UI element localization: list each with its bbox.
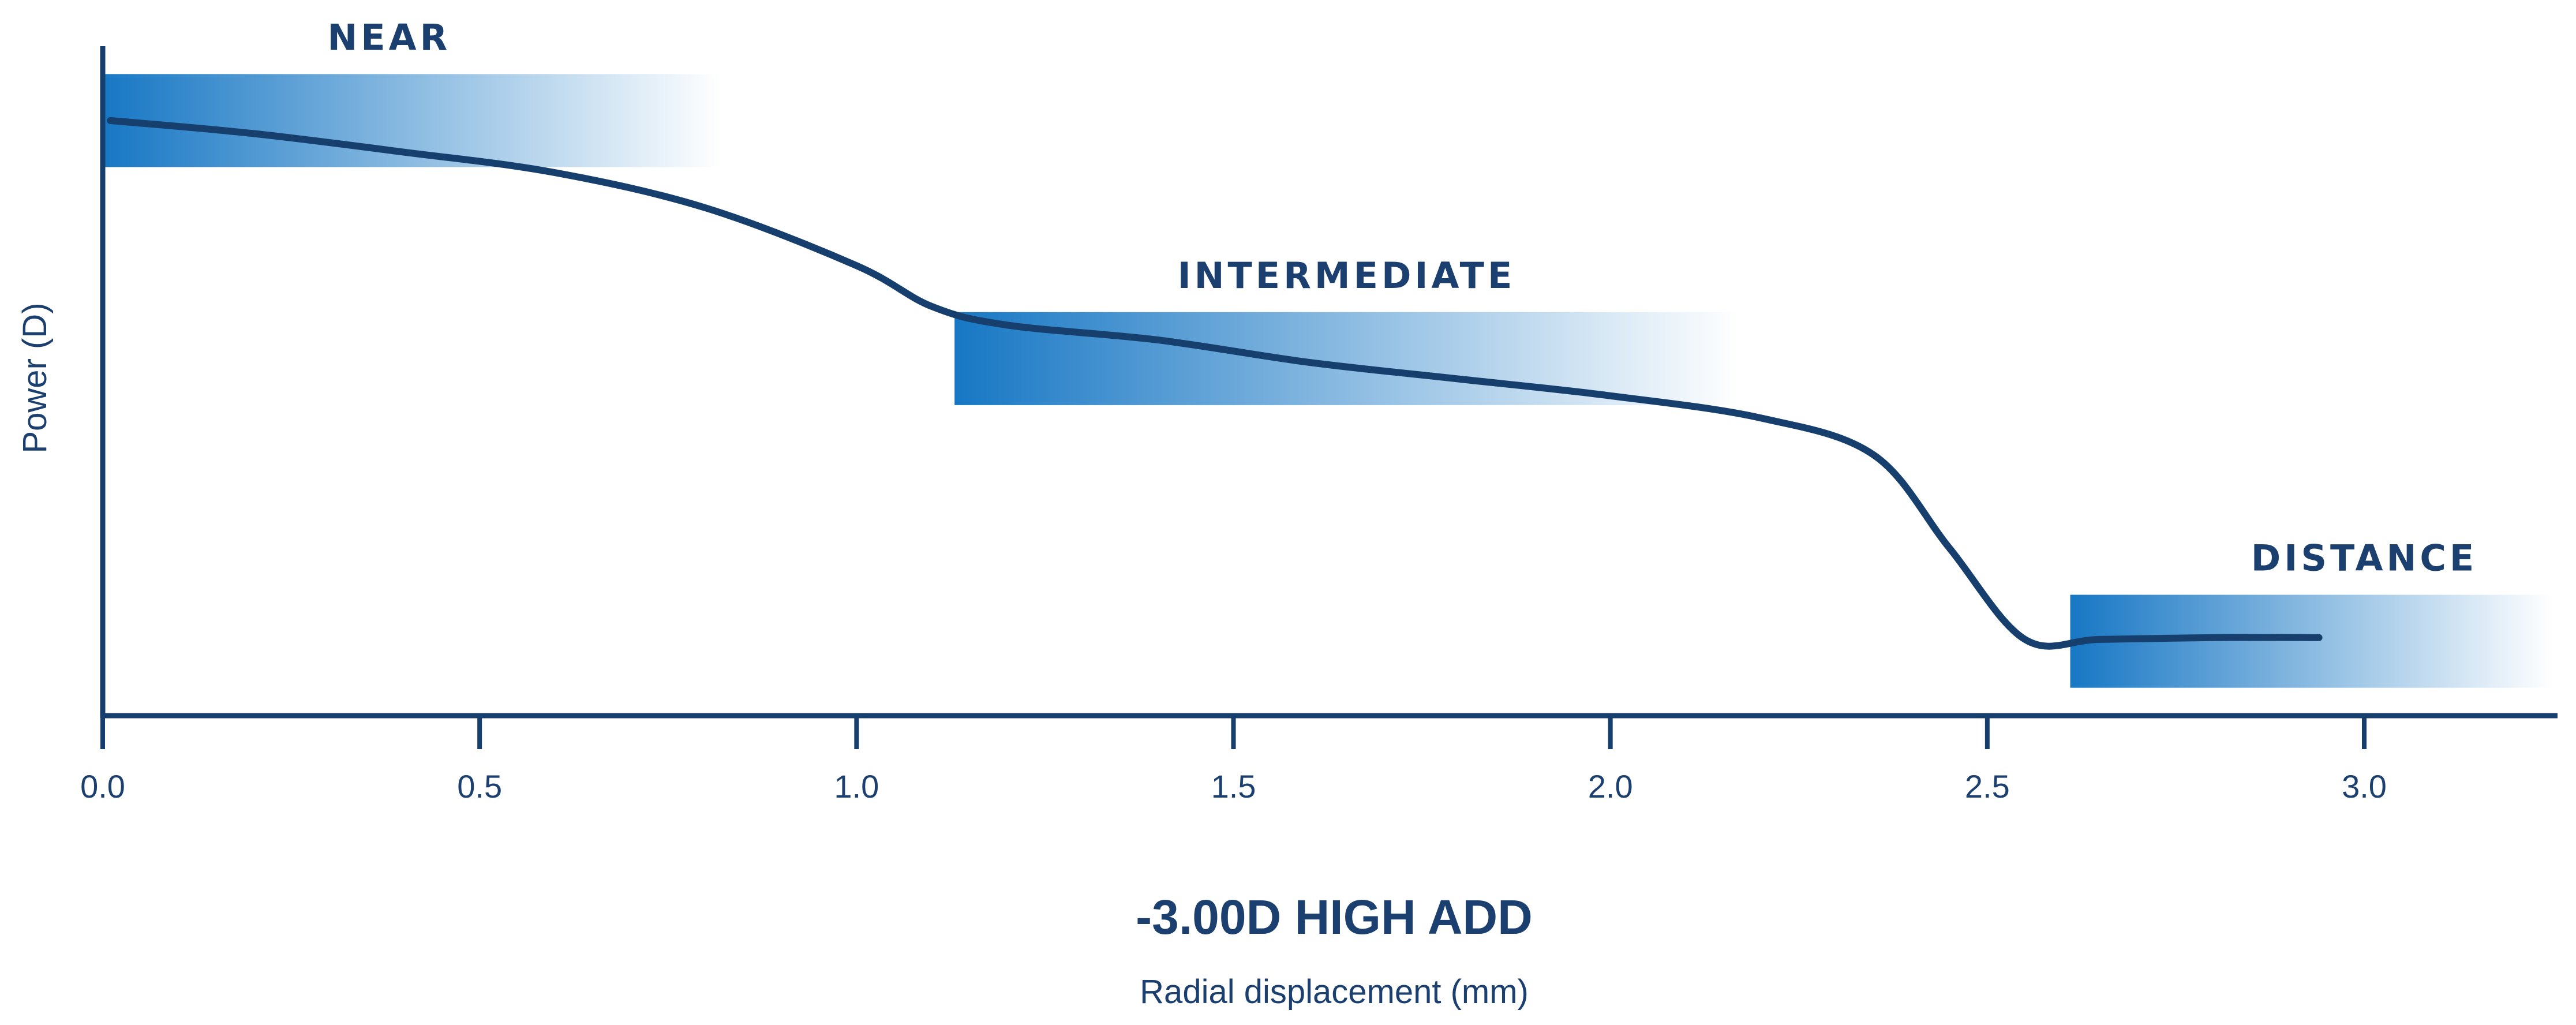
zones-layer xyxy=(103,74,2553,688)
x-ticks-layer: 0.0 0.5 1.0 1.5 2.0 2.5 3.0 xyxy=(80,716,2387,805)
axes-layer xyxy=(100,46,2558,719)
zone-label-near: NEAR xyxy=(327,16,451,58)
x-tick-label: 0.5 xyxy=(457,768,502,805)
power-curve xyxy=(107,117,2323,650)
x-tick-label: 2.5 xyxy=(1965,768,2010,805)
zone-band-intermediate xyxy=(954,312,1739,405)
x-tick-label: 3.0 xyxy=(2342,768,2387,805)
zone-labels-layer: NEAR INTERMEDIATE DISTANCE xyxy=(327,16,2477,579)
x-tick-label: 1.0 xyxy=(834,768,879,805)
x-tick-label: 2.0 xyxy=(1588,768,1633,805)
x-tick-label: 1.5 xyxy=(1211,768,1256,805)
y-axis-label: Power (D) xyxy=(16,302,54,453)
chart-title: -3.00D HIGH ADD xyxy=(1136,890,1533,944)
x-tick-label: 0.0 xyxy=(80,768,125,805)
zone-label-intermediate: INTERMEDIATE xyxy=(1178,255,1516,297)
x-axis-label: Radial displacement (mm) xyxy=(1140,973,1529,1011)
zone-label-distance: DISTANCE xyxy=(2251,537,2477,579)
